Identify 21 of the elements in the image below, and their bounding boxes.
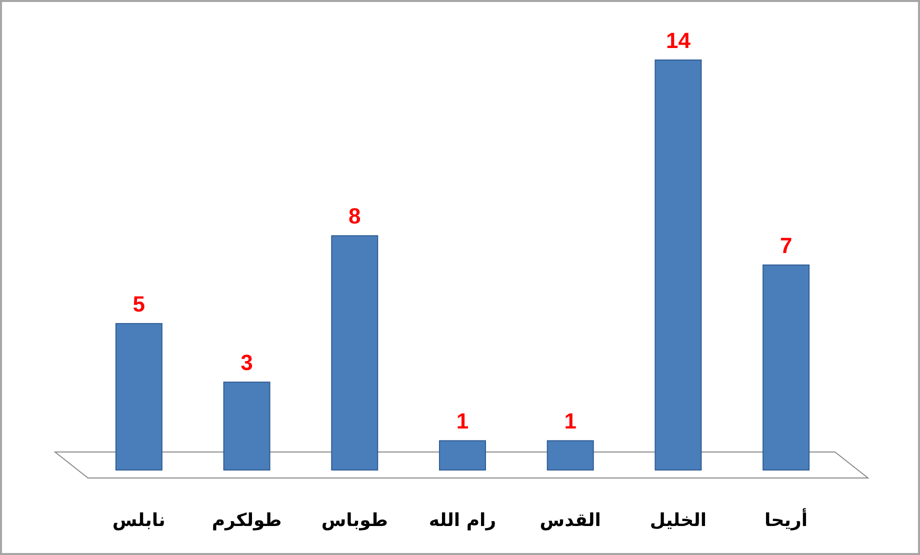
data-label: 1 — [456, 408, 469, 434]
x-tick-label: رام الله — [428, 510, 496, 531]
bar — [654, 60, 702, 470]
bar — [762, 264, 810, 470]
bar — [115, 323, 162, 470]
data-label: 8 — [348, 204, 361, 229]
data-label: 14 — [666, 28, 692, 53]
x-tick-label: الخليل — [650, 510, 707, 531]
data-label: 3 — [240, 350, 253, 376]
bar — [223, 382, 270, 470]
x-tick-label: أريحا — [764, 508, 808, 531]
x-tick-label: طوباس — [321, 510, 388, 531]
data-label: 7 — [780, 233, 792, 258]
bar — [439, 440, 486, 470]
x-tick-label: طولكرم — [212, 510, 282, 531]
x-tick-label: القدس — [540, 510, 601, 531]
x-tick-label: نابلس — [112, 510, 166, 531]
data-label: 1 — [564, 408, 576, 434]
data-label: 5 — [132, 292, 146, 317]
bar — [331, 235, 378, 470]
bar — [546, 440, 594, 470]
